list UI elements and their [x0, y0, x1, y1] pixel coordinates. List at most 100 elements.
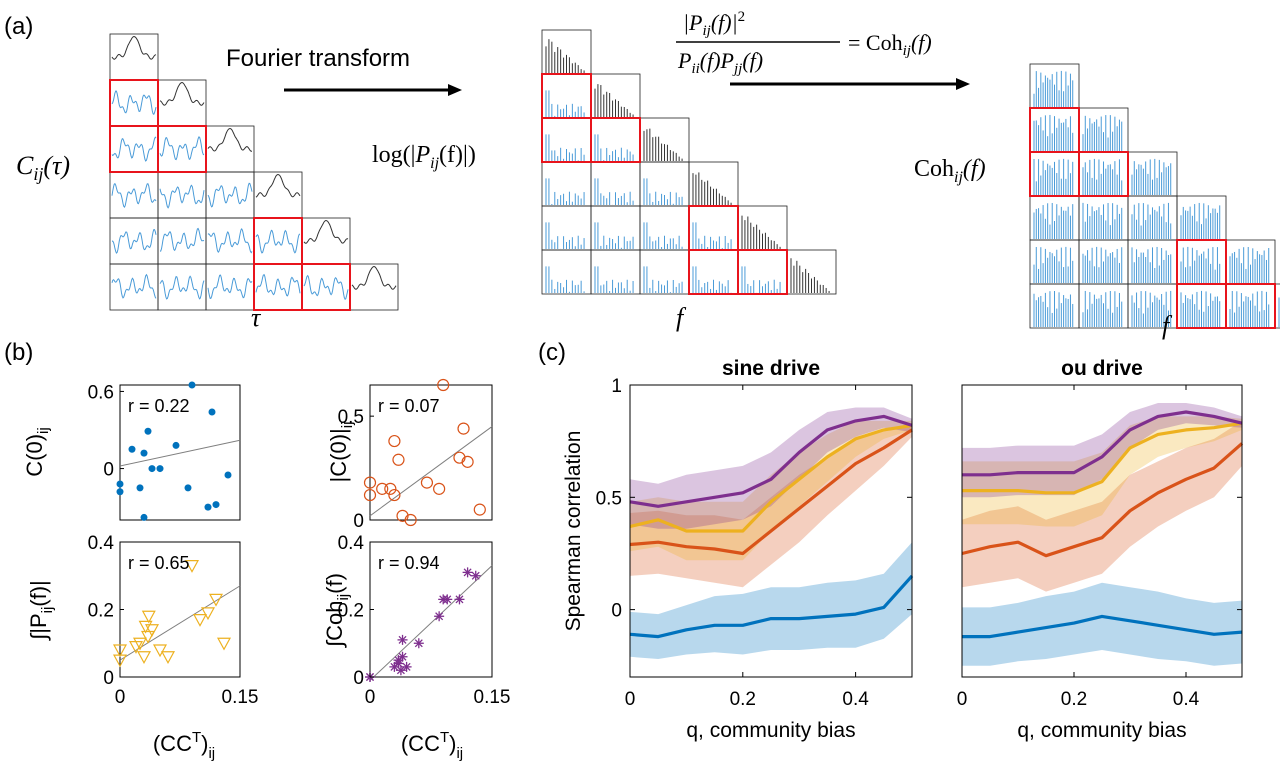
data-point	[413, 638, 424, 649]
ylabel-int-power: ∫|Pij(f)|	[26, 580, 56, 642]
data-point	[224, 471, 232, 479]
highlight-box	[253, 263, 303, 311]
scatter-abs-c0: r = 0.07 0.5 0 |C(0)|ij	[326, 378, 493, 532]
x-axis-label: q, community bias	[1017, 719, 1186, 742]
y-tick-label: 0	[353, 668, 364, 689]
asterisk-stroke	[443, 595, 452, 604]
highlight-box	[1225, 283, 1276, 329]
plot-frame	[961, 384, 1243, 678]
ylabel-abs-c0: |C(0)|ij	[326, 422, 356, 483]
highlight-box	[590, 117, 641, 163]
y-tick-label: 0.5	[338, 407, 364, 428]
x-tick-label: 0.15	[474, 687, 511, 708]
data-point	[128, 445, 136, 453]
x-tick-label: 0.4	[1173, 689, 1200, 710]
data-point	[132, 637, 148, 651]
data-point	[404, 513, 417, 527]
autocorr-trace	[255, 173, 301, 198]
y-tick-label: 0	[353, 511, 364, 532]
panel-label-b: (b)	[4, 339, 33, 366]
crosscorr-trace	[159, 184, 205, 209]
regression-line	[119, 439, 241, 467]
data-point	[116, 488, 124, 496]
plot-frame	[119, 384, 241, 521]
data-point	[144, 427, 152, 435]
line-chart-sine-drive: sine drive 0 0.2 0.4 1 0.5 0 q, community bias S…	[562, 357, 914, 742]
grid-cell	[157, 171, 207, 219]
grid-cell	[205, 125, 255, 173]
highlight-box	[737, 249, 788, 295]
chart-title: ou drive	[1061, 357, 1143, 380]
grid-cell	[109, 171, 159, 219]
coherence-xlabel: f	[1162, 311, 1173, 340]
data-point	[144, 624, 160, 638]
series-line	[629, 428, 913, 556]
data-point	[208, 408, 216, 416]
asterisk-stroke	[398, 635, 407, 644]
autocorr-trace	[159, 81, 205, 106]
data-point	[136, 484, 144, 492]
autocorr-trace	[351, 265, 397, 290]
crosscorr-trace	[160, 227, 205, 252]
asterisk-stroke	[455, 595, 464, 604]
y-tick-label: 0.4	[338, 533, 365, 554]
autocorr-trace	[303, 219, 349, 244]
data-point	[363, 476, 377, 489]
data-point	[216, 637, 232, 651]
grid-cell	[157, 263, 207, 311]
confidence-band	[630, 423, 912, 588]
crosscorr-trace	[255, 273, 301, 297]
data-point	[116, 480, 124, 488]
y-tick-label: 0.6	[88, 382, 114, 403]
data-point	[397, 634, 408, 645]
highlight-box	[301, 263, 351, 311]
arrow-coherence	[730, 78, 970, 90]
crosscorr-trace	[207, 182, 253, 208]
correlation-annotation: r = 0.94	[378, 553, 440, 573]
confidence-band	[630, 420, 912, 561]
xlabel-cct: (CCT)ij	[153, 729, 215, 762]
data-point	[204, 503, 212, 511]
confidence-band	[962, 582, 1242, 666]
data-point	[156, 465, 164, 473]
series-line	[629, 574, 914, 639]
data-point	[112, 644, 128, 658]
data-point	[420, 476, 434, 489]
data-point	[462, 567, 473, 578]
data-point	[442, 594, 453, 605]
regression-line	[369, 426, 493, 517]
x-tick-label: 0.2	[1061, 689, 1087, 710]
data-point	[434, 611, 445, 622]
y-tick-label: 0.4	[88, 533, 115, 554]
autocorr-trace	[207, 127, 252, 152]
crosscorr-trace	[111, 273, 157, 299]
arrow-fourier	[284, 84, 462, 96]
crosscorr-trace	[303, 274, 349, 301]
y-tick-label: 1	[611, 376, 622, 397]
x-axis-label: q, community bias	[686, 719, 855, 742]
highlight-box	[157, 125, 207, 173]
series-line	[629, 414, 913, 508]
data-point	[376, 482, 389, 495]
scatter-c0: r = 0.22 0.6 0 C(0)ij	[22, 381, 241, 521]
data-point	[184, 560, 200, 573]
x-tick-label: 0.15	[222, 687, 259, 708]
grid-cell	[253, 217, 303, 265]
series-line	[962, 614, 1243, 639]
crosscorr-trace	[111, 182, 157, 208]
grid-cell	[157, 217, 207, 265]
series-line	[962, 421, 1243, 495]
plot-frame	[369, 384, 493, 521]
asterisk-stroke	[396, 666, 405, 675]
grid-cell	[253, 263, 303, 311]
formula-denominator: Pii(f)Pjj(f)	[677, 48, 763, 77]
y-tick-label: 0	[103, 460, 114, 481]
data-point	[140, 449, 148, 457]
y-axis-label: Spearman correlation	[562, 431, 585, 632]
crosscorr-trace	[111, 136, 157, 162]
data-point	[192, 614, 208, 627]
data-point	[200, 607, 216, 621]
crosscorr-trace	[207, 227, 253, 254]
grid-cell	[109, 263, 159, 311]
confidence-band	[630, 542, 912, 659]
